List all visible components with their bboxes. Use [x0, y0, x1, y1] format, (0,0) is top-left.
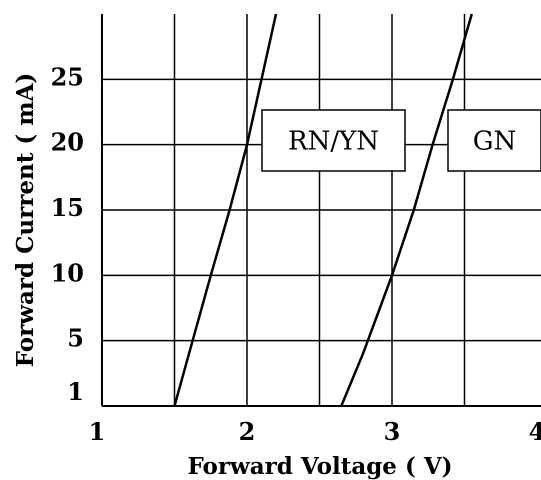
- y-tick-label: 15: [51, 193, 84, 222]
- y-tick-label: 20: [51, 128, 84, 157]
- series-label-box: [447, 109, 541, 172]
- series-label: RN/YN: [288, 127, 379, 157]
- x-tick-label: 1: [89, 417, 106, 446]
- x-tick-label: 2: [239, 417, 256, 446]
- x-tick-label: 4: [529, 417, 541, 446]
- series-line-gn: [340, 13, 474, 407]
- y-axis-title: Forward Current ( mA): [12, 73, 39, 368]
- series-labels: RN/YN GN: [261, 109, 541, 172]
- y-tick-label: 25: [51, 62, 84, 91]
- y-tick-label: 10: [51, 258, 84, 287]
- grid: [101, 14, 541, 407]
- x-tick-label: 3: [384, 417, 401, 446]
- series-label-box: [261, 109, 406, 172]
- x-axis-title: Forward Voltage ( V): [187, 453, 452, 480]
- y-tick-label: 5: [67, 324, 84, 353]
- y-tick-label: 1: [67, 377, 84, 406]
- series-lines: [173, 13, 474, 407]
- series-line-rn-yn: [173, 13, 278, 407]
- series-label: GN: [473, 127, 517, 157]
